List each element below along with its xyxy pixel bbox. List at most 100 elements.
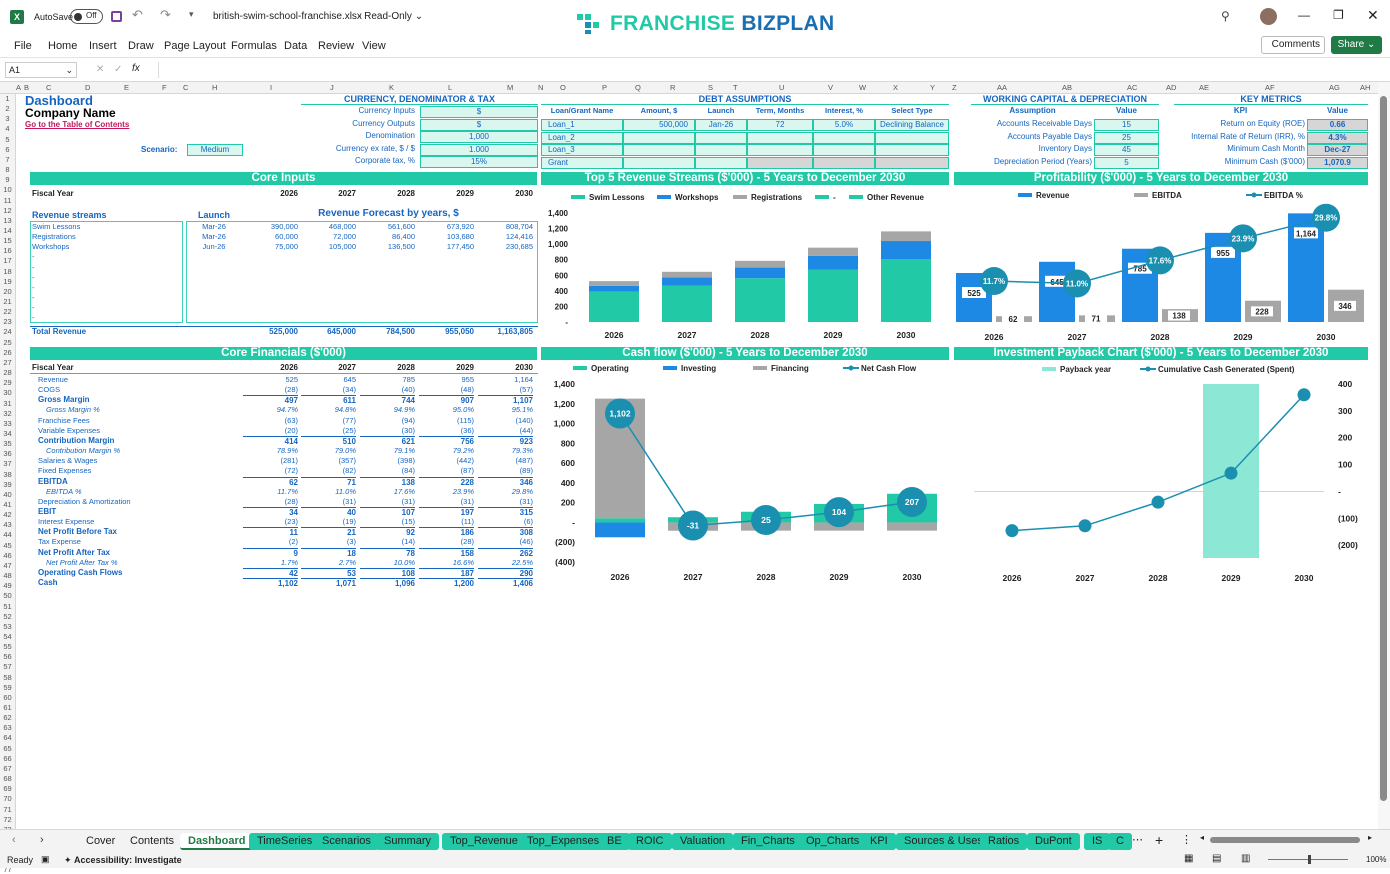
- menu-view[interactable]: View: [362, 40, 386, 52]
- currency-input[interactable]: 1.000: [420, 143, 538, 156]
- stream-value[interactable]: 230,685: [505, 242, 533, 252]
- row-header[interactable]: 53: [3, 621, 12, 631]
- add-sheet-icon[interactable]: +: [1155, 832, 1164, 848]
- sheet-tab-contents[interactable]: Contents: [130, 835, 175, 847]
- row-header[interactable]: 50: [3, 591, 12, 601]
- column-headers[interactable]: A B C D E F C H I J K L M N O P Q R S T U V W X Y Z AA AB AC AD AE AF AG…: [0, 82, 1385, 94]
- row-header[interactable]: 49: [3, 581, 12, 591]
- row-header[interactable]: 16: [3, 246, 12, 256]
- menu-review[interactable]: Review: [318, 40, 355, 52]
- row-header[interactable]: 58: [3, 672, 12, 682]
- row-header[interactable]: 4: [5, 124, 10, 134]
- column-header[interactable]: L: [448, 83, 453, 92]
- formula-input[interactable]: [158, 62, 1383, 78]
- row-header[interactable]: 2: [5, 104, 10, 114]
- row-header[interactable]: 34: [3, 428, 12, 438]
- debt-cell[interactable]: 72: [747, 119, 813, 131]
- row-header[interactable]: 13: [3, 215, 12, 225]
- row-header[interactable]: 40: [3, 489, 12, 499]
- column-header[interactable]: V: [828, 83, 834, 92]
- row-header[interactable]: 22: [3, 307, 12, 317]
- cashflow-chart[interactable]: Operating Investing Financing Net Cash Flow…: [541, 362, 949, 592]
- sheet-tab-ratios[interactable]: Ratios: [980, 833, 1028, 850]
- menu-home[interactable]: Home: [48, 40, 78, 52]
- scenario-select[interactable]: Medium: [187, 144, 243, 156]
- debt-cell[interactable]: 5.0%: [813, 119, 875, 131]
- debt-cell[interactable]: [623, 131, 695, 144]
- debt-cell[interactable]: 500,000: [623, 119, 695, 131]
- currency-input[interactable]: $: [420, 106, 538, 118]
- stream-value[interactable]: 136,500: [387, 242, 415, 252]
- column-header[interactable]: AC: [1127, 83, 1138, 92]
- row-header[interactable]: 37: [3, 459, 12, 469]
- debt-cell[interactable]: [747, 144, 813, 157]
- row-header[interactable]: 8: [5, 165, 10, 175]
- menu-file[interactable]: File: [14, 40, 32, 52]
- menu-insert[interactable]: Insert: [89, 40, 117, 52]
- page-break-icon[interactable]: ▥: [1241, 853, 1251, 864]
- column-header[interactable]: AA: [997, 83, 1008, 92]
- stream-value[interactable]: 75,000: [275, 242, 298, 252]
- row-header[interactable]: 61: [3, 703, 12, 712]
- column-header[interactable]: B: [24, 83, 30, 92]
- row-header[interactable]: 66: [3, 753, 12, 763]
- redo-icon[interactable]: ↷: [160, 7, 171, 22]
- column-header[interactable]: AE: [1199, 83, 1210, 92]
- stream-value[interactable]: 72,000: [333, 232, 356, 242]
- payback-chart[interactable]: Payback year Cumulative Cash Generated (S…: [954, 362, 1368, 592]
- stream-launch[interactable]: Jun-26: [202, 242, 226, 252]
- column-header[interactable]: Z: [952, 83, 957, 92]
- sheet-tab-is[interactable]: IS: [1084, 833, 1111, 850]
- save-icon[interactable]: [111, 11, 122, 22]
- column-header[interactable]: AG: [1329, 83, 1340, 92]
- wc-input[interactable]: 45: [1094, 144, 1159, 157]
- prev-sheet-icon[interactable]: ‹: [12, 834, 16, 846]
- zoom-slider[interactable]: [1268, 855, 1348, 864]
- row-header[interactable]: 10: [3, 185, 12, 195]
- debt-cell[interactable]: Declining Balance: [875, 119, 949, 131]
- stream-launch[interactable]: Mar-26: [202, 232, 226, 242]
- stream-name[interactable]: Registrations: [32, 232, 76, 242]
- row-header[interactable]: 42: [3, 510, 12, 520]
- row-header[interactable]: 52: [3, 611, 12, 621]
- minimize-icon[interactable]: —: [1298, 8, 1310, 22]
- debt-cell[interactable]: [695, 156, 747, 169]
- restore-icon[interactable]: ❐: [1333, 8, 1344, 22]
- column-header[interactable]: R: [670, 83, 676, 92]
- search-icon[interactable]: ⚲: [1221, 9, 1230, 23]
- stream-name[interactable]: Workshops: [32, 242, 70, 252]
- column-header[interactable]: E: [124, 83, 130, 92]
- row-header[interactable]: 69: [3, 784, 12, 794]
- row-header[interactable]: 51: [3, 601, 12, 611]
- column-header[interactable]: Y: [930, 83, 936, 92]
- debt-cell[interactable]: [813, 156, 875, 169]
- sheet-tab-timeseries[interactable]: TimeSeries: [249, 833, 321, 850]
- column-header[interactable]: C: [183, 83, 189, 92]
- row-header[interactable]: 71: [3, 804, 12, 814]
- row-header[interactable]: 28: [3, 368, 12, 378]
- column-header[interactable]: F: [162, 83, 167, 92]
- column-header[interactable]: AB: [1062, 83, 1073, 92]
- wc-input[interactable]: 15: [1094, 119, 1159, 131]
- column-header[interactable]: X: [893, 83, 899, 92]
- sheet-tab-sources-uses[interactable]: Sources & Uses: [896, 833, 991, 850]
- accessibility-status[interactable]: ✦ Accessibility: Investigate: [64, 855, 182, 865]
- column-header[interactable]: W: [859, 83, 867, 92]
- next-sheet-icon[interactable]: ›: [40, 834, 44, 846]
- menu-page-layout[interactable]: Page Layout: [164, 40, 226, 52]
- vertical-scrollbar[interactable]: [1378, 82, 1390, 829]
- row-header[interactable]: 31: [3, 398, 12, 408]
- row-header[interactable]: 25: [3, 337, 12, 347]
- column-header[interactable]: AD: [1166, 83, 1177, 92]
- row-header[interactable]: 59: [3, 682, 12, 692]
- row-header[interactable]: 35: [3, 439, 12, 449]
- stream-name[interactable]: -: [32, 293, 35, 303]
- column-header[interactable]: T: [733, 83, 738, 92]
- row-header[interactable]: 29: [3, 378, 12, 388]
- stream-value[interactable]: 124,416: [505, 232, 533, 242]
- column-header[interactable]: S: [708, 83, 714, 92]
- row-header[interactable]: 55: [3, 642, 12, 652]
- row-header[interactable]: 64: [3, 733, 12, 743]
- tab-options-icon[interactable]: ⋮: [1181, 834, 1192, 846]
- stream-name[interactable]: -: [32, 313, 35, 323]
